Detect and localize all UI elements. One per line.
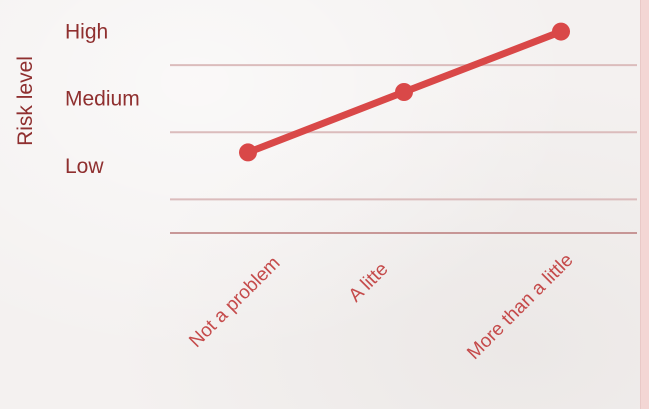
data-point-2 <box>395 83 413 101</box>
y-tick-label-medium: Medium <box>65 88 140 111</box>
y-tick-label-high: High <box>65 21 108 44</box>
series-layer <box>239 22 570 162</box>
x-tick-label-1: Not a problem <box>185 253 284 352</box>
x-tick-label-2: A litte <box>345 259 393 307</box>
y-axis-tick-labels: Low Medium High <box>65 21 140 178</box>
data-point-3 <box>552 22 570 41</box>
right-edge-strip <box>641 0 649 409</box>
right-edge-divider <box>640 0 641 409</box>
x-axis-tick-labels: Not a problem A litte More than a little <box>185 250 577 364</box>
y-axis-title: Risk level <box>14 56 37 146</box>
gridlines <box>170 64 637 234</box>
y-tick-label-low: Low <box>65 155 104 178</box>
data-point-1 <box>239 143 257 162</box>
x-tick-label-3: More than a little <box>463 250 577 364</box>
